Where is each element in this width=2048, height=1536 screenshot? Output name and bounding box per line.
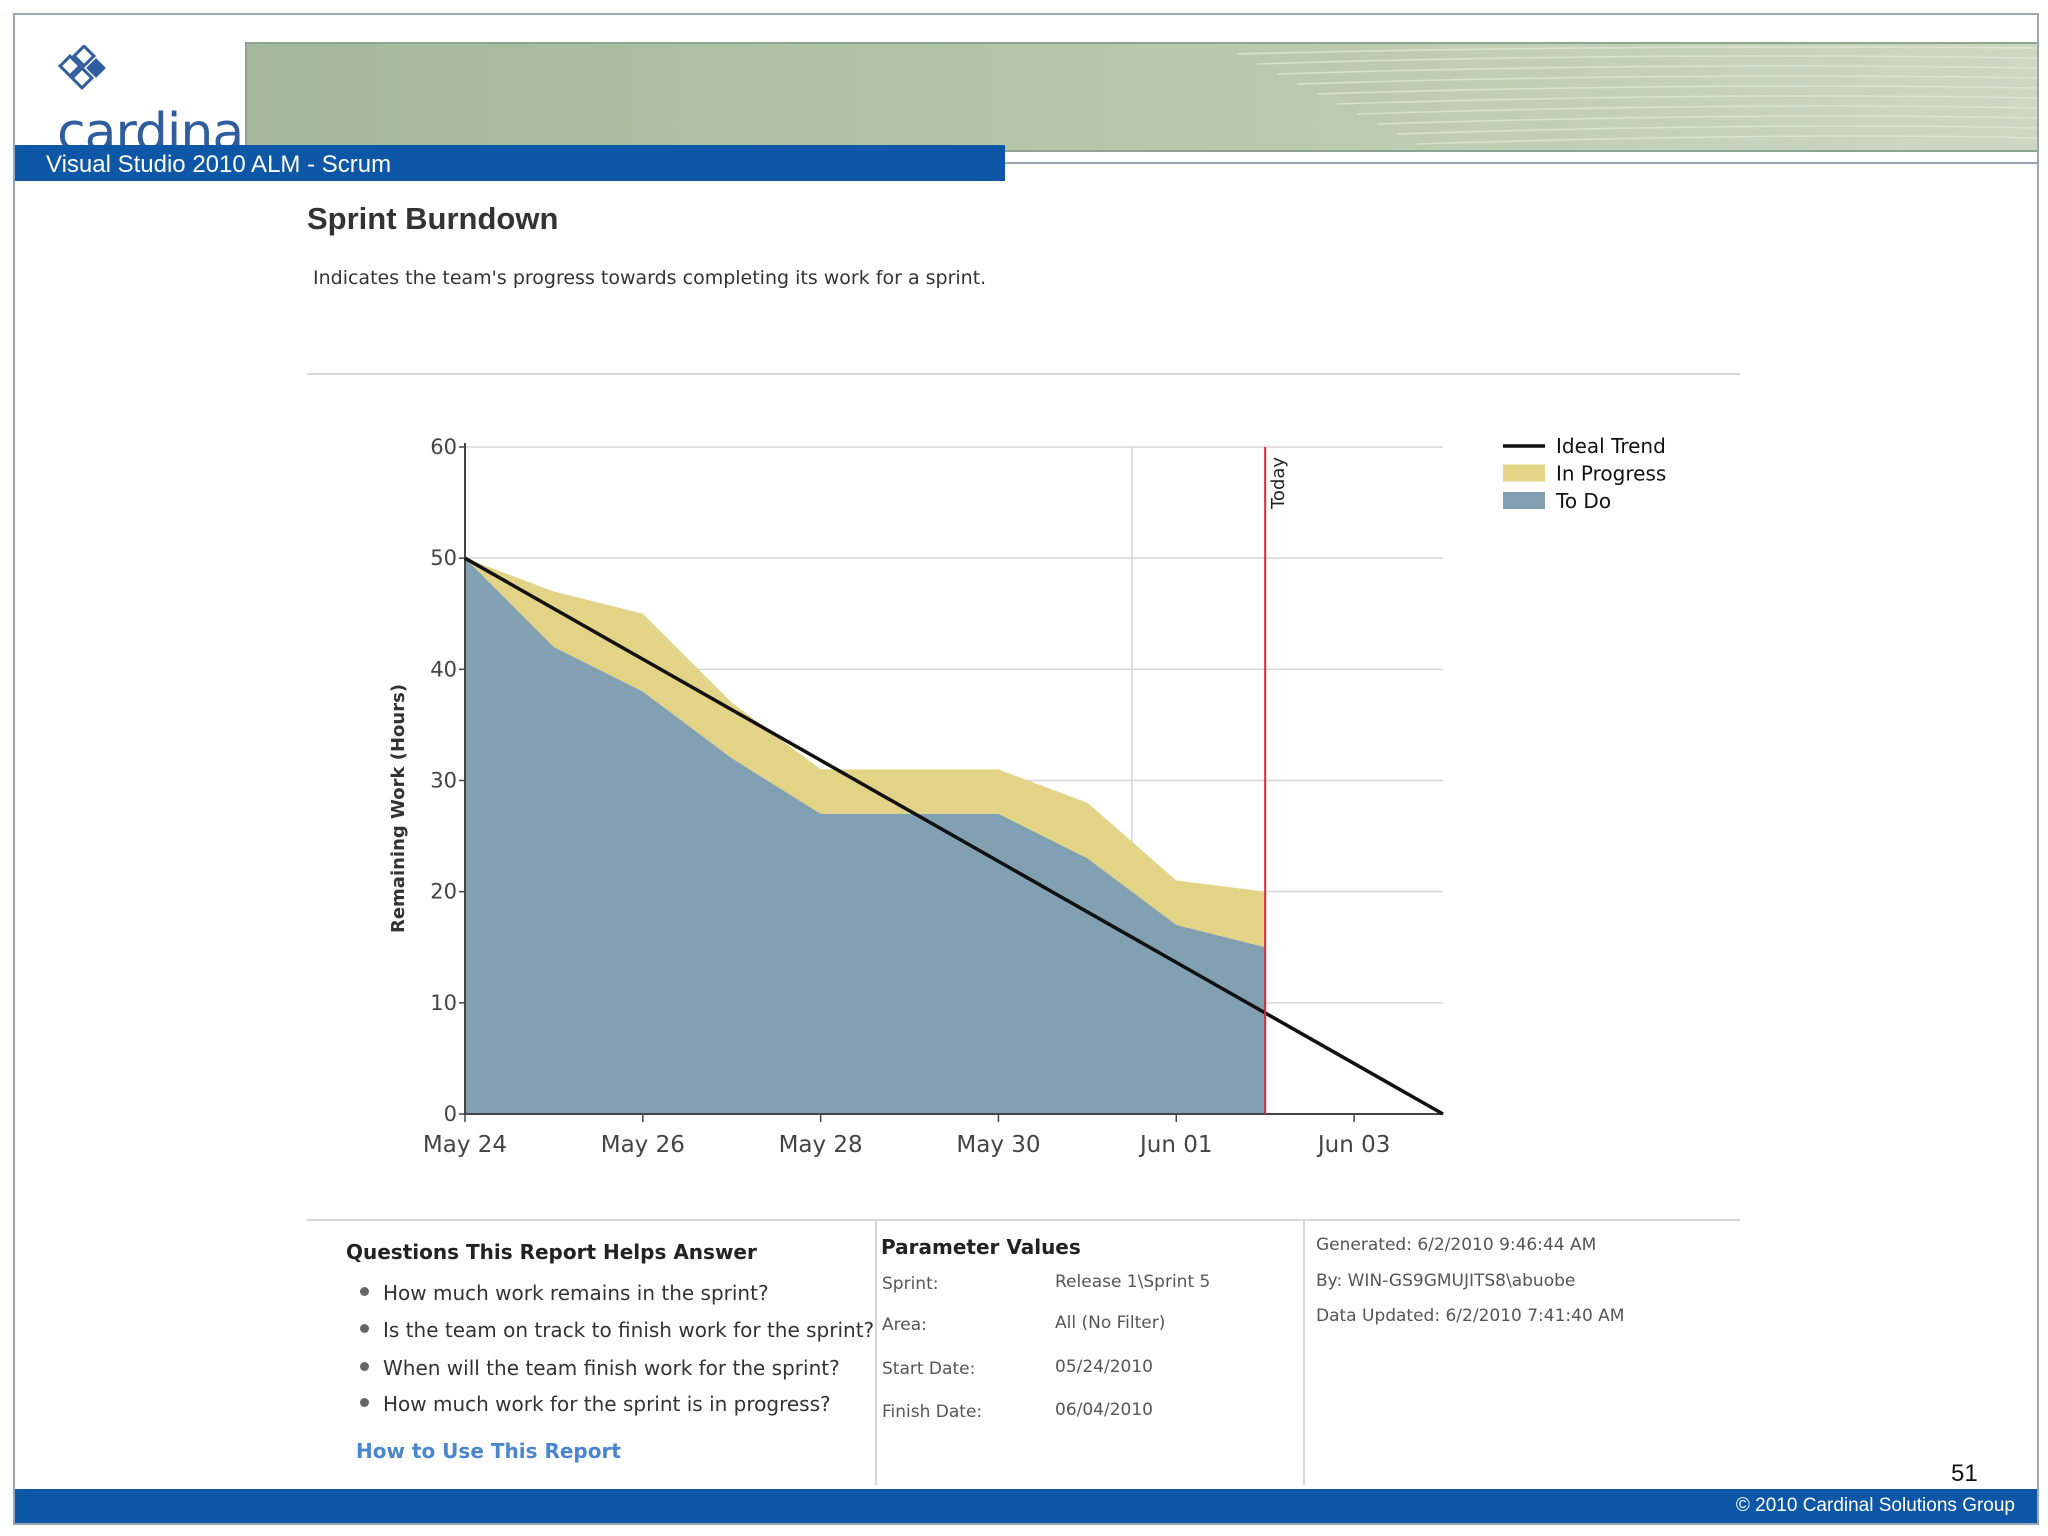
page-number: 51 [1951, 1460, 1978, 1487]
slide: cardinal Visual Studio 2010 ALM - Scrum … [13, 13, 2039, 1525]
generated-by: By: WIN-GS9GMUJITS8\abuobe [1316, 1271, 1576, 1291]
chart-labels: 0 10 20 30 40 50 60 May 24 May 26 May 28 May 30 Jun… [388, 435, 1390, 1158]
chart-legend: Ideal Trend In Progress To Do [1503, 434, 1666, 513]
data-updated-timestamp: Data Updated: 6/2/2010 7:41:40 AM [1316, 1306, 1625, 1326]
chart-lines [464, 447, 1444, 1116]
param-value-sprint: Release 1\Sprint 5 [1055, 1272, 1211, 1292]
param-value-area: All (No Filter) [1055, 1313, 1166, 1333]
y-axis-title: Remaining Work (Hours) [388, 684, 409, 933]
param-label-sprint: Sprint: [882, 1274, 939, 1294]
questions-heading: Questions This Report Helps Answer [346, 1240, 757, 1264]
report-description: Indicates the team's progress towards co… [313, 267, 987, 289]
legend-swatch-to-do [1503, 492, 1545, 509]
footer-bar [15, 1489, 2037, 1523]
ideal-trend-line [464, 556, 1444, 1116]
column-divider [1303, 1221, 1305, 1485]
x-tick-label: May 28 [779, 1132, 863, 1158]
param-label-finish-date: Finish Date: [882, 1402, 983, 1422]
y-tick-label: 10 [430, 991, 457, 1015]
param-value-finish-date: 06/04/2010 [1055, 1400, 1153, 1420]
y-tick-label: 60 [430, 435, 457, 459]
title-bar-rule [1005, 162, 2037, 164]
bullet-icon [360, 1324, 369, 1333]
top-divider [307, 373, 1740, 375]
x-tick-label: May 24 [423, 1132, 507, 1158]
bullet-icon [360, 1287, 369, 1296]
y-tick-label: 30 [430, 769, 457, 793]
param-value-start-date: 05/24/2010 [1055, 1357, 1153, 1377]
question-item: How much work remains in the sprint? [360, 1281, 769, 1305]
y-tick-label: 40 [430, 657, 457, 681]
logo-diamonds-icon [57, 45, 106, 91]
question-text: How much work remains in the sprint? [383, 1281, 769, 1305]
burndown-chart: 0 10 20 30 40 50 60 May 24 May 26 May 28 May 30 Jun… [388, 434, 1666, 1158]
legend-label: To Do [1555, 489, 1611, 513]
parameters-heading: Parameter Values [881, 1235, 1081, 1259]
param-label-area: Area: [882, 1315, 927, 1335]
title-bar-text: Visual Studio 2010 ALM - Scrum [46, 151, 392, 178]
legend-label: Ideal Trend [1556, 434, 1666, 458]
cardinal-logo: cardinal [35, 45, 258, 163]
chart-axes [459, 443, 1443, 1122]
x-tick-label: May 30 [956, 1132, 1040, 1158]
param-label-start-date: Start Date: [882, 1359, 976, 1379]
today-label: Today [1268, 457, 1289, 510]
report-title: Sprint Burndown [307, 201, 559, 236]
legend-label: In Progress [1556, 462, 1666, 486]
y-tick-label: 50 [430, 546, 457, 570]
bullet-icon [360, 1398, 369, 1407]
legend-swatch-in-progress [1503, 464, 1545, 482]
question-item: When will the team finish work for the s… [360, 1356, 840, 1380]
to-do-area [465, 558, 1266, 1114]
y-tick-label: 20 [430, 880, 457, 904]
question-text: Is the team on track to finish work for … [383, 1318, 875, 1342]
header-banner [245, 42, 2037, 152]
copyright-text: © 2010 Cardinal Solutions Group [1735, 1495, 2015, 1516]
x-tick-label: Jun 03 [1316, 1132, 1391, 1158]
chart-areas [465, 558, 1266, 1114]
y-tick-label: 0 [444, 1102, 457, 1126]
x-tick-label: May 26 [601, 1132, 685, 1158]
column-divider [875, 1221, 877, 1485]
in-progress-area [465, 558, 1266, 948]
title-bar [15, 145, 1005, 181]
x-tick-label: Jun 01 [1138, 1132, 1213, 1158]
question-item: Is the team on track to finish work for … [360, 1318, 874, 1342]
generated-timestamp: Generated: 6/2/2010 9:46:44 AM [1316, 1235, 1597, 1255]
how-to-use-link[interactable]: How to Use This Report [356, 1439, 621, 1463]
bottom-divider [307, 1219, 1740, 1221]
bullet-icon [360, 1362, 369, 1371]
question-item: How much work for the sprint is in progr… [360, 1392, 831, 1416]
question-text: When will the team finish work for the s… [383, 1356, 840, 1380]
question-text: How much work for the sprint is in progr… [383, 1392, 831, 1416]
